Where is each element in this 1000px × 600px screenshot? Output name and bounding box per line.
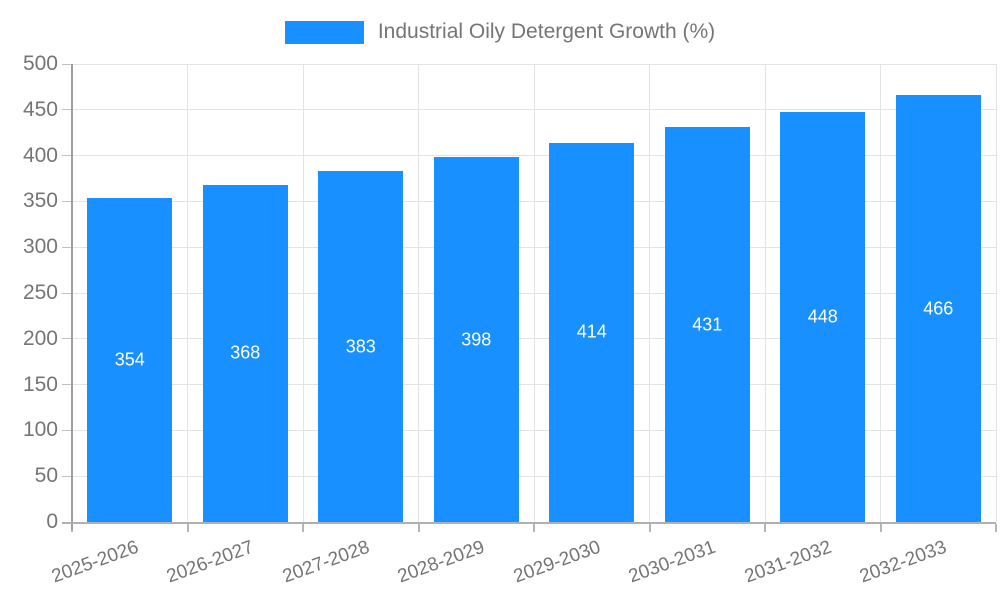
y-axis-tick-label: 150 <box>22 372 58 396</box>
bar[interactable]: 368 <box>202 184 288 522</box>
x-gridline <box>649 64 650 522</box>
x-gridline <box>995 64 997 522</box>
y-axis-tick-label: 300 <box>22 235 58 259</box>
x-gridline <box>764 64 766 522</box>
x-tick-mark <box>302 524 304 532</box>
x-tick-mark <box>764 524 766 532</box>
bar-value-label: 466 <box>923 298 954 319</box>
x-gridline <box>880 64 881 522</box>
bar[interactable]: 354 <box>87 197 173 522</box>
bar[interactable]: 383 <box>318 171 404 522</box>
x-tick-mark <box>648 524 651 532</box>
legend-label: Industrial Oily Detergent Growth (%) <box>377 20 716 43</box>
bar[interactable]: 466 <box>895 95 981 522</box>
y-axis-tick-label: 0 <box>46 510 58 533</box>
bar-value-label: 398 <box>461 329 492 350</box>
bar-value-label: 368 <box>230 342 261 363</box>
y-axis-line <box>71 64 73 530</box>
bar-value-label: 354 <box>114 349 145 370</box>
legend[interactable]: Industrial Oily Detergent Growth (%) <box>0 14 1000 50</box>
y-tick-mark <box>62 384 72 386</box>
y-axis-tick-label: 200 <box>22 326 58 350</box>
y-tick-mark <box>62 63 72 65</box>
bar[interactable]: 414 <box>549 142 635 522</box>
x-tick-mark <box>186 524 189 532</box>
y-axis-tick-label: 400 <box>22 143 58 167</box>
bar-value-label: 383 <box>345 336 376 357</box>
legend-swatch <box>284 20 364 44</box>
x-gridline <box>187 64 188 522</box>
y-axis-tick-label: 100 <box>22 418 58 442</box>
x-tick-mark <box>995 524 997 532</box>
x-axis-line <box>62 522 996 524</box>
y-axis-tick-label: 500 <box>22 52 58 75</box>
x-gridline <box>418 64 419 522</box>
bar[interactable]: 448 <box>780 111 866 522</box>
bar-value-label: 431 <box>692 314 723 335</box>
y-tick-mark <box>62 429 72 431</box>
y-tick-mark <box>62 109 72 111</box>
bar[interactable]: 431 <box>664 127 750 522</box>
y-axis-tick-label: 250 <box>22 281 58 304</box>
y-tick-mark <box>62 246 72 248</box>
x-tick-mark <box>417 524 420 532</box>
bar[interactable]: 398 <box>433 157 519 522</box>
y-axis-tick-label: 50 <box>34 464 58 488</box>
x-gridline <box>302 64 304 522</box>
x-gridline <box>533 64 535 522</box>
x-tick-mark <box>533 524 535 532</box>
y-axis-tick-label: 350 <box>22 189 58 213</box>
y-tick-mark <box>62 475 72 477</box>
y-tick-mark <box>62 292 72 294</box>
y-axis-tick-label: 450 <box>22 97 58 121</box>
bar-value-label: 414 <box>576 321 607 342</box>
x-tick-mark <box>879 524 882 532</box>
y-tick-mark <box>62 200 72 202</box>
y-tick-mark <box>62 155 72 157</box>
bar-value-label: 448 <box>807 306 838 327</box>
y-tick-mark <box>62 338 72 340</box>
